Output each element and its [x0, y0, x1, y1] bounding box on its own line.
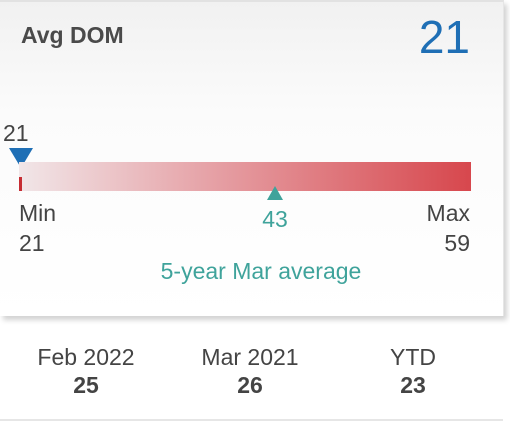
stat-value: 26: [237, 372, 263, 398]
average-caption: 5-year Mar average: [160, 258, 362, 284]
current-value-tick: [19, 177, 22, 191]
min-value: 21: [19, 230, 45, 256]
current-marker-label: 21: [3, 120, 29, 146]
stat-label: YTD: [390, 344, 436, 370]
card-value: 21: [418, 11, 470, 63]
max-value: 59: [444, 230, 470, 256]
max-label: Max: [426, 200, 470, 226]
bottom-divider: [0, 419, 503, 421]
stat-value: 25: [73, 372, 99, 398]
stat-ytd: YTD 23: [333, 344, 493, 400]
card-title: Avg DOM: [21, 22, 124, 48]
min-label: Min: [19, 200, 57, 226]
stat-label: Feb 2022: [37, 344, 135, 370]
stat-label: Mar 2021: [201, 344, 299, 370]
stat-mar-2021: Mar 2021 26: [170, 344, 330, 400]
average-marker-icon: [267, 186, 283, 200]
stat-value: 23: [400, 372, 426, 398]
range-bar: [19, 162, 471, 191]
stat-feb-2022: Feb 2022 25: [6, 344, 166, 400]
avg-dom-card: Avg DOM 21 21 43 Min 21 Max 59 5-year Ma…: [0, 0, 504, 316]
average-value: 43: [262, 206, 288, 232]
comparison-stats: Feb 2022 25 Mar 2021 26 YTD 23: [0, 344, 503, 414]
